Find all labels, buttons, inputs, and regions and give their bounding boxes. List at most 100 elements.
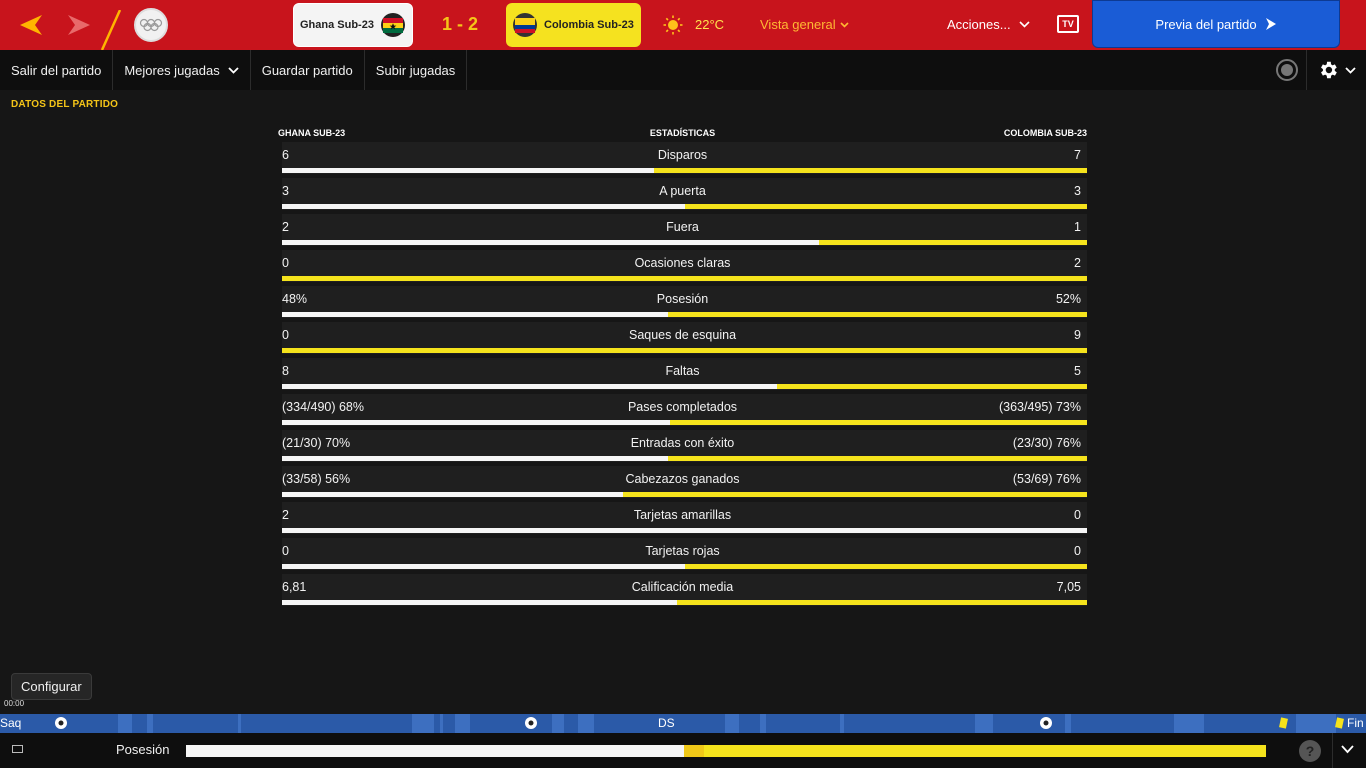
- yellow-card-icon[interactable]: [1335, 717, 1344, 729]
- stat-row: (334/490) 68% Pases completados (363/495) …: [278, 394, 1087, 430]
- timeline-segment: [552, 714, 564, 733]
- stat-label: Saques de esquina: [628, 328, 737, 342]
- save-match-label: Guardar partido: [261, 62, 353, 78]
- stat-home-fill: [282, 168, 654, 173]
- yellow-card-icon[interactable]: [1279, 717, 1288, 729]
- stat-away-value: (363/495) 73%: [998, 400, 1081, 414]
- timeline-segment: [840, 714, 844, 733]
- timeline-segment: [578, 714, 594, 733]
- stats-header-title: ESTADÍSTICAS: [649, 128, 716, 138]
- stat-home-fill: [282, 240, 819, 245]
- possession-label: Posesión: [116, 742, 170, 757]
- stat-home-fill: [282, 600, 677, 605]
- timeline-segment: [238, 714, 241, 733]
- stat-comparison-bar: [282, 492, 1087, 497]
- timeline-halftime-label: DS: [658, 716, 675, 730]
- stat-home-fill: [282, 564, 685, 569]
- stat-home-value: 0: [282, 328, 289, 342]
- chevron-down-icon[interactable]: [1345, 66, 1356, 74]
- stat-home-fill: [282, 456, 668, 461]
- stat-home-value: (334/490) 68%: [282, 400, 365, 414]
- back-arrow-icon[interactable]: [16, 10, 46, 40]
- olympic-rings-icon[interactable]: [134, 8, 168, 42]
- stat-comparison-bar: [282, 168, 1087, 173]
- configure-label: Configurar: [21, 679, 82, 694]
- timeline-segment: [147, 714, 153, 733]
- timeline-segment: [975, 714, 993, 733]
- stat-label: Fuera: [666, 220, 699, 234]
- scoreboard-icon[interactable]: [12, 745, 23, 753]
- exit-match-label: Salir del partido: [11, 62, 102, 78]
- view-select-dropdown[interactable]: Vista general: [760, 17, 849, 32]
- stat-label: Disparos: [657, 148, 708, 162]
- record-icon[interactable]: [1276, 59, 1298, 81]
- stat-label: Faltas: [665, 364, 700, 378]
- match-preview-button[interactable]: Previa del partido: [1092, 0, 1340, 48]
- match-timeline[interactable]: Saq DS Fin: [0, 714, 1366, 733]
- goal-ball-icon[interactable]: [1039, 716, 1053, 730]
- help-icon[interactable]: ?: [1299, 740, 1321, 762]
- stat-away-value: 2: [1074, 256, 1081, 270]
- goal-ball-icon[interactable]: [54, 716, 68, 730]
- colombia-crest-icon: [512, 10, 538, 40]
- timeline-segment: [1174, 714, 1204, 733]
- possession-midpoint: [684, 745, 704, 757]
- stat-row: 8 Faltas 5: [278, 358, 1087, 394]
- stat-row: 2 Tarjetas amarillas 0: [278, 502, 1087, 538]
- stat-comparison-bar: [282, 204, 1087, 209]
- home-team-name: Ghana Sub-23: [300, 19, 374, 31]
- timeline-segment: [118, 714, 132, 733]
- match-header: Ghana Sub-23 1 - 2 Colombia Sub-23: [0, 0, 1366, 50]
- goal-ball-icon[interactable]: [524, 716, 538, 730]
- section-title: DATOS DEL PARTIDO: [11, 99, 119, 110]
- stat-label: Ocasiones claras: [634, 256, 731, 270]
- stat-comparison-bar: [282, 456, 1087, 461]
- chevron-down-icon: [1019, 21, 1030, 28]
- ghana-crest-icon: [380, 10, 406, 40]
- upload-highlights-button[interactable]: Subir jugadas: [365, 50, 468, 90]
- highlights-dropdown[interactable]: Mejores jugadas: [113, 50, 251, 90]
- temperature-label: 22°C: [695, 17, 725, 32]
- save-match-button[interactable]: Guardar partido: [251, 50, 365, 90]
- view-select-label: Vista general: [760, 17, 836, 32]
- timeline-segment: [412, 714, 434, 733]
- stat-label: Posesión: [656, 292, 709, 306]
- stat-home-fill: [282, 384, 777, 389]
- stat-comparison-bar: [282, 528, 1087, 533]
- stat-home-value: 48%: [282, 292, 308, 306]
- tv-icon[interactable]: TV: [1057, 15, 1079, 33]
- sunny-weather-icon: [663, 15, 683, 35]
- stat-row: 0 Tarjetas rojas 0: [278, 538, 1087, 574]
- timeline-segment: [1296, 714, 1336, 733]
- actions-menu[interactable]: Acciones...: [947, 17, 1030, 32]
- divider-slash-icon: [100, 10, 122, 50]
- stat-row: 0 Saques de esquina 9: [278, 322, 1087, 358]
- stat-home-fill: [282, 492, 623, 497]
- home-team-button[interactable]: Ghana Sub-23: [293, 3, 413, 47]
- chevron-down-icon[interactable]: [1341, 745, 1354, 754]
- toolbar-divider: [1306, 50, 1307, 90]
- stat-away-value: 7,05: [1056, 580, 1081, 594]
- forward-arrow-icon[interactable]: [64, 10, 94, 40]
- gear-icon[interactable]: [1317, 59, 1339, 81]
- stat-home-value: 0: [282, 256, 289, 270]
- stat-home-fill: [282, 528, 1087, 533]
- stat-comparison-bar: [282, 384, 1087, 389]
- stat-label: Tarjetas amarillas: [633, 508, 732, 522]
- stat-comparison-bar: [282, 348, 1087, 353]
- timeline-segment: [760, 714, 766, 733]
- stat-comparison-bar: [282, 564, 1087, 569]
- match-preview-label: Previa del partido: [1155, 16, 1257, 32]
- configure-button[interactable]: Configurar: [11, 673, 92, 700]
- away-team-button[interactable]: Colombia Sub-23: [506, 3, 641, 47]
- exit-match-button[interactable]: Salir del partido: [0, 50, 114, 90]
- stat-away-value: (53/69) 76%: [1012, 472, 1081, 486]
- match-clock: 00:00: [4, 699, 25, 708]
- stat-away-value: 7: [1074, 148, 1081, 162]
- stat-home-value: 8: [282, 364, 289, 378]
- timeline-segment: [455, 714, 470, 733]
- stat-away-value: 3: [1074, 184, 1081, 198]
- stat-row: 2 Fuera 1: [278, 214, 1087, 250]
- stat-row: 48% Posesión 52%: [278, 286, 1087, 322]
- stat-home-value: 6,81: [282, 580, 307, 594]
